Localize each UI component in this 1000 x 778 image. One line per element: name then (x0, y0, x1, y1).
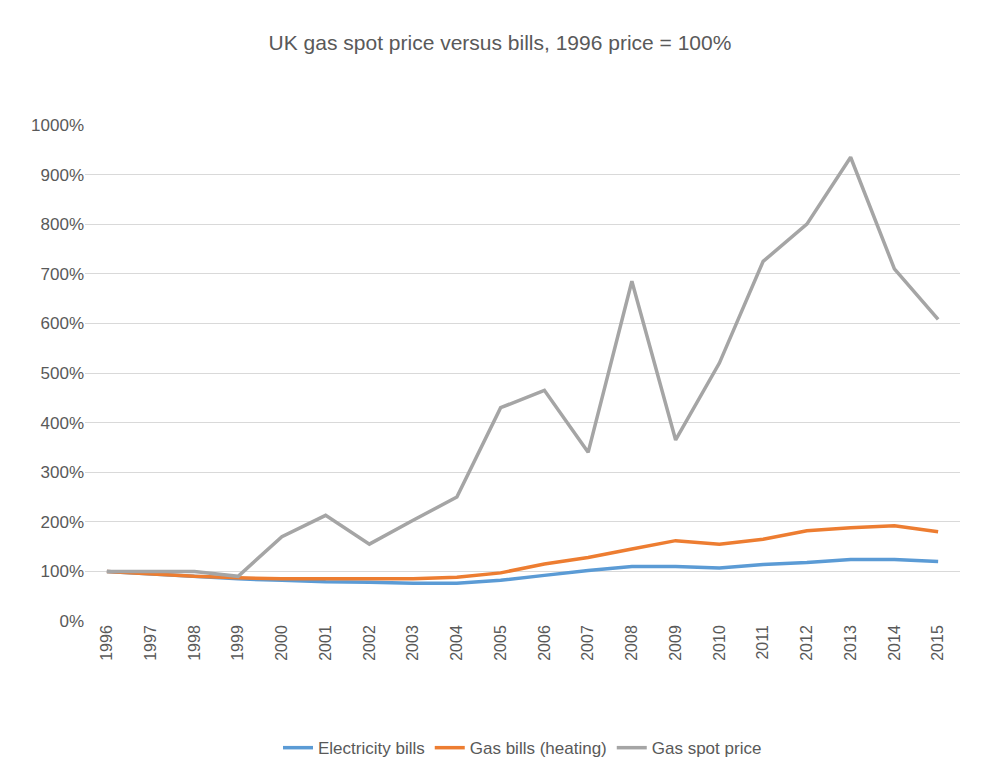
svg-text:Gas bills (heating): Gas bills (heating) (470, 739, 607, 758)
svg-text:2009: 2009 (667, 625, 684, 661)
svg-text:400%: 400% (41, 414, 84, 433)
svg-text:2010: 2010 (711, 625, 728, 661)
svg-text:800%: 800% (41, 215, 84, 234)
svg-text:2011: 2011 (754, 625, 771, 660)
svg-text:2013: 2013 (842, 625, 859, 661)
svg-text:1997: 1997 (142, 625, 159, 661)
svg-text:700%: 700% (41, 265, 84, 284)
svg-text:2002: 2002 (361, 625, 378, 661)
svg-text:1999: 1999 (229, 625, 246, 661)
svg-text:500%: 500% (41, 364, 84, 383)
svg-text:2015: 2015 (929, 625, 946, 661)
svg-text:1996: 1996 (98, 625, 115, 661)
svg-text:2014: 2014 (886, 625, 903, 661)
svg-text:1000%: 1000% (31, 116, 84, 135)
svg-text:2008: 2008 (623, 625, 640, 661)
svg-text:Gas spot price: Gas spot price (652, 739, 762, 758)
svg-text:200%: 200% (41, 513, 84, 532)
svg-text:0%: 0% (59, 612, 84, 631)
svg-text:300%: 300% (41, 463, 84, 482)
svg-text:2001: 2001 (317, 625, 334, 661)
svg-text:1998: 1998 (186, 625, 203, 661)
svg-text:600%: 600% (41, 314, 84, 333)
svg-text:100%: 100% (41, 562, 84, 581)
svg-text:2005: 2005 (492, 625, 509, 661)
svg-text:900%: 900% (41, 166, 84, 185)
svg-text:2007: 2007 (579, 625, 596, 661)
svg-text:2004: 2004 (448, 625, 465, 661)
svg-text:Electricity bills: Electricity bills (318, 739, 425, 758)
svg-text:UK gas spot price versus bills: UK gas spot price versus bills, 1996 pri… (269, 31, 732, 54)
svg-text:2000: 2000 (273, 625, 290, 661)
svg-text:2012: 2012 (798, 625, 815, 661)
svg-text:2006: 2006 (536, 625, 553, 661)
svg-text:2003: 2003 (404, 625, 421, 661)
